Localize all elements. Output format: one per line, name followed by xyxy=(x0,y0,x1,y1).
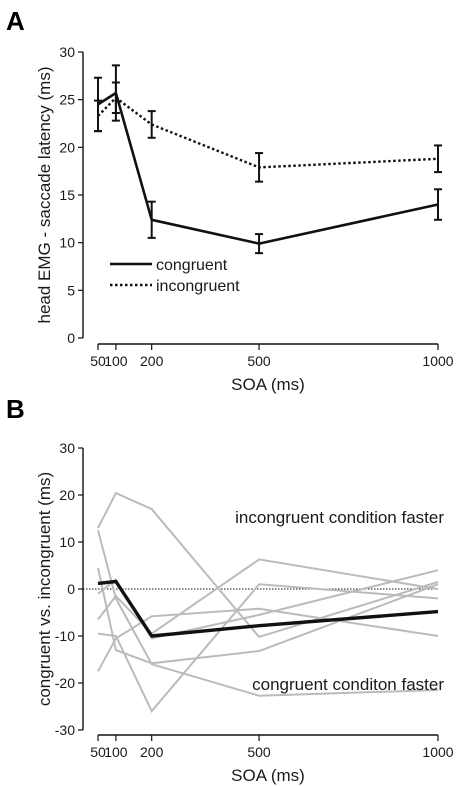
series-line-congruent xyxy=(97,91,439,245)
x-tick-label: 1000 xyxy=(422,744,453,760)
panel-b-letter: B xyxy=(6,394,25,424)
y-tick-label: 10 xyxy=(59,235,75,251)
y-tick-label: -10 xyxy=(55,628,75,644)
y-axis-label: congruent vs. incongruent (ms) xyxy=(35,472,54,706)
series-line-incongruent xyxy=(97,96,439,169)
x-tick-label: 100 xyxy=(104,744,128,760)
annotation-congruent-faster: congruent conditon faster xyxy=(252,675,444,694)
y-tick-label: -20 xyxy=(55,675,75,691)
x-tick-label: 1000 xyxy=(422,353,453,369)
y-axis-label: head EMG - saccade latency (ms) xyxy=(35,67,54,324)
x-axis-label: SOA (ms) xyxy=(231,375,305,394)
y-tick-label: 20 xyxy=(59,487,75,503)
x-axis-label: SOA (ms) xyxy=(231,766,305,785)
mean-line xyxy=(97,579,439,638)
subject-line xyxy=(97,567,439,665)
y-tick-label: 0 xyxy=(67,581,75,597)
x-tick-label: 50 xyxy=(90,744,106,760)
subject-line xyxy=(97,558,439,635)
x-tick-label: 100 xyxy=(104,353,128,369)
y-tick-label: 30 xyxy=(59,440,75,456)
y-tick-label: 30 xyxy=(59,44,75,60)
x-tick-label: 500 xyxy=(247,353,271,369)
y-tick-label: 15 xyxy=(59,187,75,203)
legend-label-incongruent: incongruent xyxy=(156,278,240,295)
panel-a-letter: A xyxy=(6,6,25,36)
y-tick-label: 0 xyxy=(67,330,75,346)
y-tick-label: 20 xyxy=(59,139,75,155)
y-tick-label: 5 xyxy=(67,282,75,298)
subject-line xyxy=(97,569,439,640)
x-tick-label: 50 xyxy=(90,353,106,369)
y-tick-label: 25 xyxy=(59,92,75,108)
x-tick-label: 200 xyxy=(140,353,164,369)
x-tick-label: 200 xyxy=(140,744,164,760)
legend-label-congruent: congruent xyxy=(156,257,228,274)
subject-line xyxy=(97,607,439,672)
x-tick-label: 500 xyxy=(247,744,271,760)
subject-line xyxy=(97,583,439,714)
y-tick-label: 10 xyxy=(59,534,75,550)
y-tick-label: -30 xyxy=(55,722,75,738)
annotation-incongruent-faster: incongruent condition faster xyxy=(235,508,444,527)
